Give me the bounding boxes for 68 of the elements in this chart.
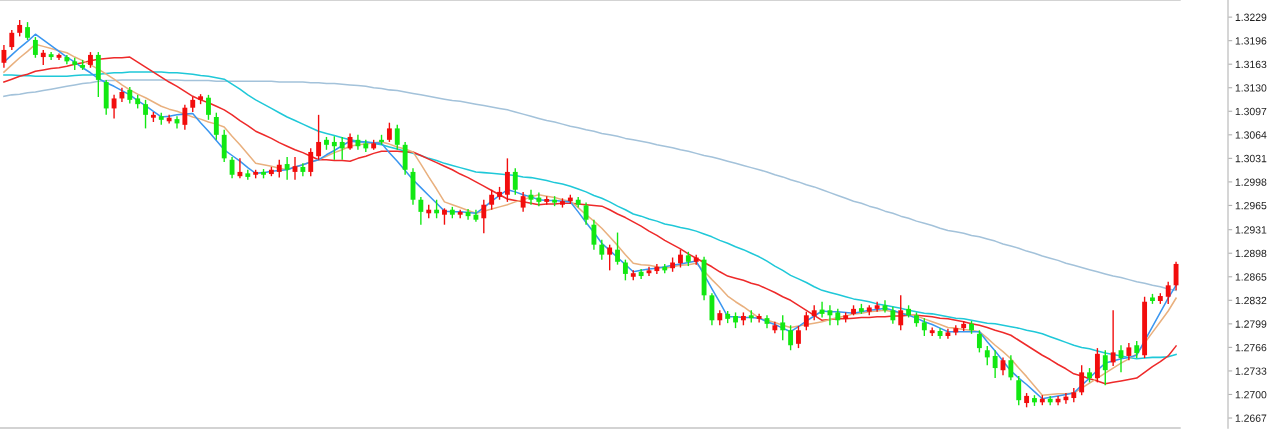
candlestick bbox=[308, 147, 314, 177]
candlestick bbox=[48, 51, 54, 61]
candlestick bbox=[992, 349, 998, 379]
y-tick-label: 1.2733 bbox=[1235, 367, 1267, 375]
y-tick-label: 1.3031 bbox=[1235, 154, 1267, 163]
candlestick bbox=[803, 311, 809, 331]
candlestick bbox=[622, 258, 628, 282]
y-tick-label: 1.2898 bbox=[1235, 249, 1267, 258]
candlestick bbox=[111, 94, 117, 120]
candlestick bbox=[1016, 375, 1022, 406]
candlestick bbox=[1110, 309, 1116, 367]
y-tick-label: 1.2931 bbox=[1235, 226, 1267, 234]
candlestick bbox=[984, 345, 990, 366]
y-tick-label: 1.3163 bbox=[1235, 60, 1267, 69]
candlestick bbox=[339, 136, 345, 161]
candlestick bbox=[465, 208, 471, 221]
candlestick bbox=[599, 238, 605, 261]
candlestick bbox=[827, 304, 833, 326]
candlestick bbox=[143, 99, 148, 130]
candlestick bbox=[504, 157, 510, 203]
candlestick bbox=[9, 29, 15, 51]
candlestick bbox=[394, 124, 400, 151]
y-tick-label: 1.2832 bbox=[1235, 296, 1267, 305]
candlestick bbox=[331, 135, 337, 161]
y-tick-label: 1.2998 bbox=[1235, 178, 1267, 186]
y-tick-label: 1.2799 bbox=[1235, 320, 1267, 328]
candlestick bbox=[780, 314, 786, 341]
y-tick-label: 1.3064 bbox=[1235, 131, 1267, 139]
candlestick bbox=[284, 156, 290, 181]
candlestick bbox=[418, 196, 424, 226]
candlestick bbox=[386, 121, 392, 143]
candlestick bbox=[237, 157, 243, 180]
y-tick-label: 1.2965 bbox=[1235, 201, 1267, 210]
candlestick bbox=[1173, 261, 1179, 292]
candlestick bbox=[489, 189, 495, 211]
candlestick bbox=[788, 324, 794, 351]
candlestick bbox=[1079, 364, 1085, 396]
candlestick bbox=[481, 199, 487, 234]
y-tick-label: 1.3130 bbox=[1235, 84, 1267, 92]
candlestick bbox=[615, 231, 620, 266]
candlestick bbox=[898, 294, 904, 331]
candlestick bbox=[1008, 354, 1014, 381]
y-tick-label: 1.2766 bbox=[1235, 343, 1267, 352]
candlestick bbox=[1102, 349, 1108, 386]
candlestick bbox=[976, 329, 982, 354]
candlestick bbox=[316, 114, 322, 161]
candlestick bbox=[796, 325, 801, 349]
y-tick-label: 1.3229 bbox=[1235, 13, 1267, 21]
candlestick bbox=[1, 44, 7, 69]
candlestick bbox=[1165, 281, 1171, 305]
candlestick bbox=[607, 243, 613, 272]
candlestick bbox=[583, 201, 589, 226]
candlestick bbox=[229, 156, 235, 180]
candlestick bbox=[221, 129, 227, 163]
y-tick-label: 1.2667 bbox=[1235, 414, 1267, 422]
y-tick-label: 1.3196 bbox=[1235, 37, 1267, 45]
candlestick bbox=[182, 104, 188, 131]
y-tick-label: 1.3097 bbox=[1235, 107, 1267, 116]
candlestick bbox=[213, 112, 219, 141]
candlestick bbox=[819, 301, 825, 319]
candlestick bbox=[536, 191, 542, 207]
y-tick-label: 1.2700 bbox=[1235, 390, 1267, 399]
candlestick bbox=[32, 36, 38, 59]
y-tick-label: 1.2865 bbox=[1235, 273, 1267, 281]
candlestick bbox=[206, 94, 211, 121]
candlestick bbox=[520, 191, 526, 213]
candlestick bbox=[591, 219, 597, 251]
candlestick bbox=[512, 167, 518, 196]
